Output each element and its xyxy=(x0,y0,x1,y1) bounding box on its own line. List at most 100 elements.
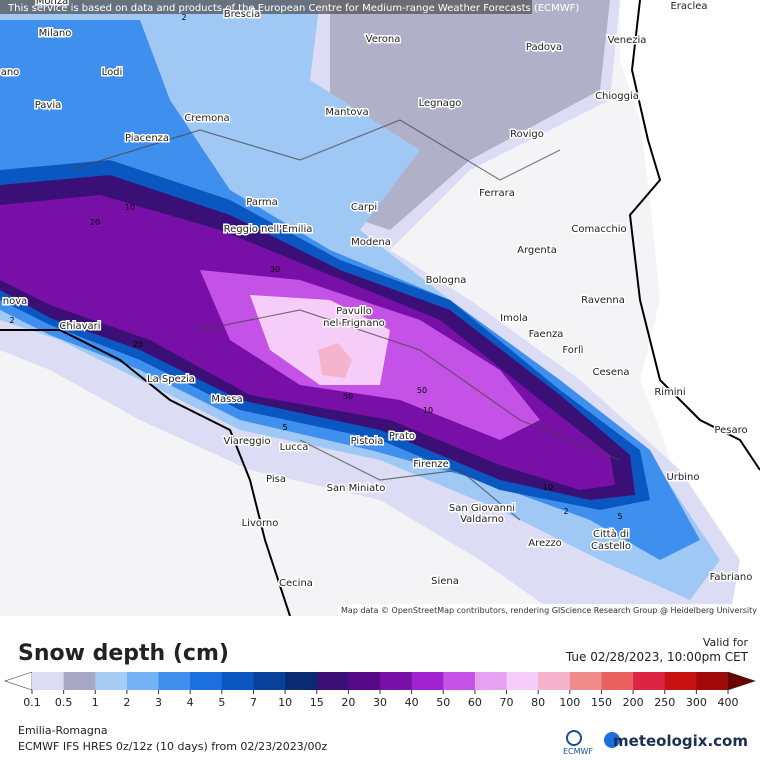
city-label: San Giovanni xyxy=(449,503,515,514)
colorbar-swatch xyxy=(158,672,191,690)
colorbar-swatch xyxy=(190,672,223,690)
colorbar-label: 60 xyxy=(468,696,482,709)
city-label: San Miniato xyxy=(327,483,386,494)
colorbar-swatch xyxy=(380,672,413,690)
border xyxy=(69,119,621,521)
city-label: Rimini xyxy=(654,387,685,398)
region: Emilia-Romagna xyxy=(18,724,108,737)
colorbar-label: 150 xyxy=(591,696,612,709)
colorbar-swatch xyxy=(348,672,381,690)
contour-label: 10 xyxy=(125,203,135,212)
city-label: nova xyxy=(3,296,28,307)
ecmwf-logo xyxy=(566,730,582,746)
colorbar-label: 7 xyxy=(250,696,257,709)
model-info: ECMWF IFS HRES 0z/12z (10 days) from 02/… xyxy=(18,740,328,753)
city-label: Siena xyxy=(431,576,459,587)
colorbar-label: 20 xyxy=(341,696,355,709)
notice: This service is based on data and produc… xyxy=(7,3,579,14)
valid-time: Tue 02/28/2023, 10:00pm CET xyxy=(565,650,749,664)
colorbar-swatch xyxy=(696,672,729,690)
colorbar-swatch xyxy=(32,672,65,690)
colorbar-swatch xyxy=(569,672,602,690)
city-label: Milano xyxy=(39,28,72,39)
colorbar-swatch xyxy=(538,672,571,690)
city-label: Pisa xyxy=(266,474,286,485)
city-label: Pesaro xyxy=(714,425,747,436)
colorbar-swatch xyxy=(63,672,96,690)
city-label: Fabriano xyxy=(710,572,753,583)
colorbar-swatch xyxy=(443,672,476,690)
colorbar-label: 0.5 xyxy=(55,696,73,709)
colorbar-swatch xyxy=(411,672,444,690)
snow-layer xyxy=(318,343,352,378)
colorbar-swatch xyxy=(285,672,318,690)
colorbar-label: 50 xyxy=(436,696,450,709)
colorbar-swatch xyxy=(316,672,349,690)
colorbar-label: 1 xyxy=(92,696,99,709)
city-labels: Milano Lodi Pavia Piacenza Cremona Parma Reggi… xyxy=(0,0,754,591)
colorbar-swatch xyxy=(664,672,697,690)
colorbar-swatch xyxy=(601,672,634,690)
city-label: Arezzo xyxy=(528,538,562,549)
city-label: Comacchio xyxy=(571,224,626,235)
city-label: Reggio nell'Emilia xyxy=(224,224,313,235)
city-label: Pavia xyxy=(35,100,62,111)
legend-title: Snow depth (cm) xyxy=(18,641,229,666)
contour-label: 30 xyxy=(270,265,280,274)
city-label: ano xyxy=(1,67,20,78)
city-label: Mantova xyxy=(325,107,368,118)
snow-layer xyxy=(250,295,390,385)
coastline xyxy=(628,0,760,471)
city-label: Faenza xyxy=(529,329,564,340)
city-label: Castello xyxy=(591,541,631,552)
city-label: Cesena xyxy=(593,367,630,378)
city-label: Lucca xyxy=(280,442,309,453)
colorbar-label: 40 xyxy=(405,696,419,709)
city-label: Chioggia xyxy=(595,91,639,102)
contour-label: 10 xyxy=(543,483,553,492)
city-label: Livorno xyxy=(242,518,279,529)
brand: meteologix.com xyxy=(613,732,748,750)
city-label: Cremona xyxy=(184,113,229,124)
contour-label: 20 xyxy=(133,340,143,349)
colorbar-label: 3 xyxy=(155,696,162,709)
colorbar-label: 2 xyxy=(123,696,130,709)
city-label: Venezia xyxy=(608,35,647,46)
city-label: Legnago xyxy=(419,98,462,109)
city-label: Viareggio xyxy=(223,436,270,447)
contour-label: 10 xyxy=(423,406,433,415)
colorbar-label: 80 xyxy=(531,696,545,709)
attribution: Map data © OpenStreetMap contributors, r… xyxy=(341,606,757,615)
city-label: Parma xyxy=(246,197,278,208)
contour-label: 5 xyxy=(282,423,287,432)
colorbar-label: 400 xyxy=(718,696,739,709)
contour-labels: 2 10 20 30 20 50 50 10 5 10 2 5 2 xyxy=(9,13,622,521)
city-label: Rovigo xyxy=(510,129,544,140)
colorbar-label: 0.1 xyxy=(23,696,41,709)
colorbar-label: 5 xyxy=(218,696,225,709)
colorbar-label: 4 xyxy=(187,696,194,709)
city-label: Pavullo xyxy=(336,306,372,317)
city-label: Modena xyxy=(351,237,391,248)
city-label: Brescia xyxy=(224,9,261,20)
colorbar-label: 70 xyxy=(500,696,514,709)
city-label: Carpi xyxy=(351,202,377,213)
city-label: Chiavari xyxy=(59,321,100,332)
city-label: Piacenza xyxy=(125,133,169,144)
colorbar-label: 30 xyxy=(373,696,387,709)
colorbar-swatch xyxy=(506,672,539,690)
contour-label: 50 xyxy=(417,386,427,395)
map: This service is based on data and produc… xyxy=(0,0,760,617)
contour-label: 20 xyxy=(90,218,100,227)
city-label: Eraclea xyxy=(670,1,707,12)
colorbar-label: 300 xyxy=(686,696,707,709)
city-label: Ravenna xyxy=(581,295,625,306)
contour-label: 2 xyxy=(181,13,186,22)
contour-label: 50 xyxy=(343,392,353,401)
contour-label: 2 xyxy=(563,507,568,516)
colorbar-swatch xyxy=(95,672,128,690)
city-label: Città di xyxy=(593,528,629,540)
colorbar-label: 250 xyxy=(654,696,675,709)
